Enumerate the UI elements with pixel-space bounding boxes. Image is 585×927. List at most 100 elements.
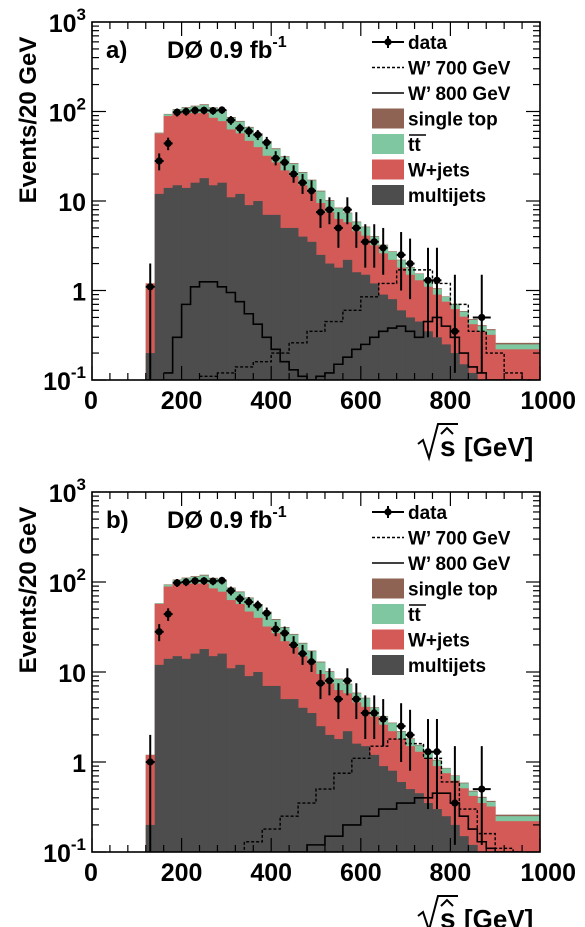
bar-wjets: [486, 806, 496, 852]
data-point: [154, 153, 164, 171]
legend-label: multijets: [408, 656, 486, 677]
legend-entry-wjets: W+jets: [372, 159, 470, 182]
legend-label: data: [408, 503, 448, 524]
legend-swatch: [372, 655, 404, 675]
y-tick-label: 103: [49, 475, 86, 508]
legend-label: multijets: [408, 186, 486, 207]
data-point: [405, 238, 415, 300]
bar-multijets: [369, 754, 380, 852]
x-axis-label: s [GeV]: [417, 423, 533, 462]
bar-multijets: [262, 214, 272, 380]
data-marker: [361, 238, 369, 246]
bar-multijets: [298, 236, 308, 380]
y-tick-base: 10: [58, 189, 86, 217]
legend-entry-ttbar: tt: [372, 604, 426, 626]
x-axis-label: s [GeV]: [417, 895, 533, 927]
data-marker: [290, 170, 298, 178]
data-point: [351, 212, 361, 248]
data-marker: [227, 587, 235, 595]
bar-wjets: [495, 821, 514, 852]
y-tick-label: 103: [49, 5, 86, 38]
data-marker: [433, 276, 441, 284]
sqrt-symbol: [417, 423, 458, 462]
data-point: [450, 274, 460, 373]
data-marker: [281, 158, 289, 166]
y-tick-exponent: -1: [71, 835, 86, 854]
data-point: [342, 668, 352, 696]
bar-multijets: [369, 283, 380, 380]
x-tick-label: 400: [250, 859, 292, 887]
bar-multijets: [280, 699, 290, 852]
bar-multijets: [387, 770, 398, 852]
bar-multijets: [414, 321, 424, 380]
data-marker: [245, 127, 253, 135]
data-marker: [173, 108, 181, 116]
data-point: [163, 137, 173, 151]
x-tick-label: 0: [84, 859, 98, 887]
data-point: [324, 668, 334, 696]
data-point: [190, 106, 200, 115]
legend-swatch: [372, 185, 404, 205]
data-marker: [424, 276, 432, 284]
bar-multijets: [244, 676, 254, 852]
bar-multijets: [199, 178, 209, 380]
y-tick-base: 1: [72, 750, 86, 778]
data-marker: [173, 579, 181, 587]
panel-label: b): [106, 507, 129, 534]
data-point: [217, 106, 227, 114]
data-point: [280, 626, 290, 642]
data-marker: [227, 116, 235, 124]
bar-multijets: [154, 193, 165, 380]
y-tick-label: 1: [72, 750, 86, 778]
data-marker: [263, 138, 271, 147]
data-point: [324, 197, 334, 225]
bar-wjets: [441, 773, 451, 852]
bar-wjets: [459, 788, 469, 852]
bar-multijets: [208, 656, 218, 852]
experiment-superscript: -1: [272, 504, 286, 521]
legend-swatch: [372, 604, 404, 624]
data-marker: [209, 577, 217, 585]
bar-multijets: [253, 201, 263, 380]
bar-multijets: [298, 707, 308, 852]
legend-entry-wp800: W’ 800 GeV: [372, 554, 511, 575]
legend-entry-data: data: [372, 33, 448, 54]
y-tick-label: 10: [58, 660, 86, 688]
signal-line-wp700: [199, 269, 532, 380]
legend-label: single top: [408, 580, 498, 601]
bar-multijets: [360, 746, 371, 852]
data-point: [472, 746, 491, 845]
data-point: [253, 130, 263, 141]
legend-entry-ttbar: tt: [372, 134, 426, 156]
data-point: [423, 247, 433, 338]
legend-entry-multijets: multijets: [372, 655, 486, 677]
data-point: [289, 165, 299, 183]
bar-multijets: [280, 227, 290, 380]
data-point: [360, 695, 370, 740]
y-tick-base: 10: [43, 368, 71, 396]
hat-symbol: [440, 898, 454, 907]
y-tick-label: 102: [49, 95, 86, 128]
x-tick-label: 1000: [520, 859, 576, 887]
data-point: [199, 577, 209, 585]
data-marker: [155, 628, 163, 636]
x-tick-label: 200: [161, 387, 203, 415]
bar-multijets: [181, 187, 191, 380]
bar-multijets: [289, 699, 299, 852]
bar-multijets: [351, 743, 362, 852]
data-marker: [334, 695, 342, 703]
legend-entry-single_top: single top: [372, 108, 498, 131]
data-marker: [236, 124, 244, 132]
bar-multijets: [271, 214, 281, 380]
y-tick-base: 10: [49, 570, 77, 598]
legend-label: W’ 800 GeV: [408, 554, 511, 575]
data-marker: [298, 650, 307, 658]
data-marker: [263, 609, 271, 617]
y-tick-exponent: 2: [77, 95, 86, 114]
data-point: [289, 636, 299, 654]
y-axis-label: Events/20 GeV: [15, 37, 42, 204]
bar-wjets: [441, 301, 451, 380]
bar-multijets: [217, 653, 227, 852]
legend-label: W+jets: [408, 631, 470, 652]
